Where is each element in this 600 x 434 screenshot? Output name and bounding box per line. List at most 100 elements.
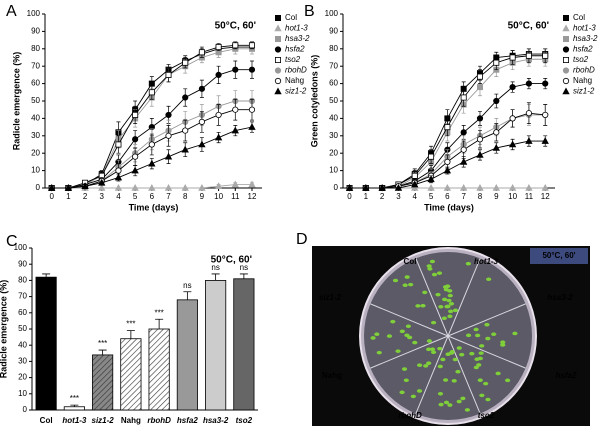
plate-label: tso2: [478, 411, 495, 420]
y-tick-label: 40: [31, 114, 40, 123]
seedling: [436, 271, 443, 275]
marker: [114, 173, 123, 181]
marker: [394, 183, 403, 191]
x-tick-label: 12: [541, 192, 550, 201]
seedling: [441, 316, 447, 321]
y-tick-label: 40: [18, 340, 27, 349]
marker: [345, 183, 354, 191]
y-tick-label: 90: [18, 259, 27, 268]
seedling: [484, 322, 490, 327]
seedling: [446, 298, 452, 303]
y-tick-label: 70: [18, 292, 27, 301]
bar: [63, 406, 85, 411]
y-tick-label: 0: [23, 405, 28, 414]
error-bar: [239, 273, 248, 279]
marker: [492, 143, 500, 151]
seedling: [420, 303, 426, 308]
marker: [232, 106, 239, 113]
panel-letter: A: [6, 3, 17, 20]
marker: [165, 132, 172, 139]
x-tick-label: 2: [380, 192, 385, 201]
marker: [231, 126, 239, 134]
y-axis-title: Radicle emergence (%): [0, 280, 8, 379]
plate-divider: [447, 335, 526, 369]
marker: [476, 183, 484, 191]
seedling: [404, 275, 410, 279]
bar: [205, 279, 227, 411]
seedling: [447, 314, 453, 319]
seedling: [500, 343, 506, 347]
marker: [493, 97, 500, 105]
seedling: [452, 357, 458, 362]
plate-label: Nahg: [322, 371, 342, 380]
marker: [198, 49, 205, 56]
error-bar: [126, 330, 135, 339]
seedling: [479, 344, 485, 348]
legend-label: Nahg: [573, 76, 592, 85]
marker: [231, 180, 239, 188]
seedling: [399, 329, 405, 334]
plate-divider: [370, 335, 449, 369]
marker: [460, 183, 468, 191]
seedling: [442, 297, 448, 302]
marker: [492, 183, 500, 191]
x-axis-title: Time (days): [129, 202, 179, 212]
x-tick-label: 1: [66, 192, 71, 201]
y-tick-label: 0: [36, 183, 41, 192]
y-tick-label: 20: [18, 373, 27, 382]
x-tick-label: 4: [413, 192, 418, 201]
error-bar: [211, 273, 220, 281]
x-tick-label: hot1-3: [62, 416, 87, 425]
seedling: [416, 389, 423, 393]
x-tick-label: 8: [183, 192, 188, 201]
seedling: [475, 333, 481, 338]
seedling: [429, 347, 436, 352]
marker: [444, 124, 451, 131]
x-tick-label: Col: [40, 416, 53, 425]
y-tick-label: 20: [31, 148, 40, 157]
significance-label: ns: [240, 263, 248, 272]
seedling: [452, 308, 459, 313]
marker: [215, 71, 222, 79]
seedling: [426, 339, 433, 343]
x-tick-label: siz1-2: [92, 416, 115, 425]
marker: [248, 180, 256, 188]
y-tick-label: 80: [31, 44, 40, 53]
marker: [476, 136, 484, 143]
seedling: [402, 283, 408, 288]
seedling: [444, 304, 450, 309]
marker: [562, 87, 570, 95]
seedling: [460, 396, 466, 401]
marker: [493, 129, 500, 136]
x-tick-label: 7: [166, 192, 171, 201]
x-tick-label: hsfa2: [177, 416, 198, 425]
y-tick-label: 30: [18, 357, 27, 366]
y-tick-label: 10: [31, 166, 40, 175]
x-tick-label: 10: [214, 192, 223, 201]
marker: [443, 166, 452, 174]
plate-divider: [447, 303, 526, 337]
seedling: [500, 340, 506, 345]
marker: [460, 94, 467, 101]
seedling: [442, 378, 449, 382]
marker: [525, 80, 533, 87]
y-tick-label: 10: [329, 166, 338, 175]
seedling: [426, 361, 432, 366]
seedling: [476, 363, 482, 367]
marker: [148, 141, 155, 148]
bar: [176, 299, 198, 411]
marker: [198, 183, 206, 191]
y-tick-label: 80: [18, 276, 27, 285]
error-bar: [155, 318, 164, 329]
seedling: [449, 349, 455, 354]
seedling: [440, 357, 446, 362]
marker: [248, 42, 255, 49]
seedling: [422, 290, 428, 295]
seedling: [465, 261, 471, 266]
x-tick-label: 4: [116, 192, 121, 201]
seedling: [478, 351, 484, 355]
marker: [182, 59, 189, 66]
seedling: [477, 378, 483, 382]
panel-letter: C: [6, 233, 18, 250]
plate-divider: [447, 335, 481, 414]
